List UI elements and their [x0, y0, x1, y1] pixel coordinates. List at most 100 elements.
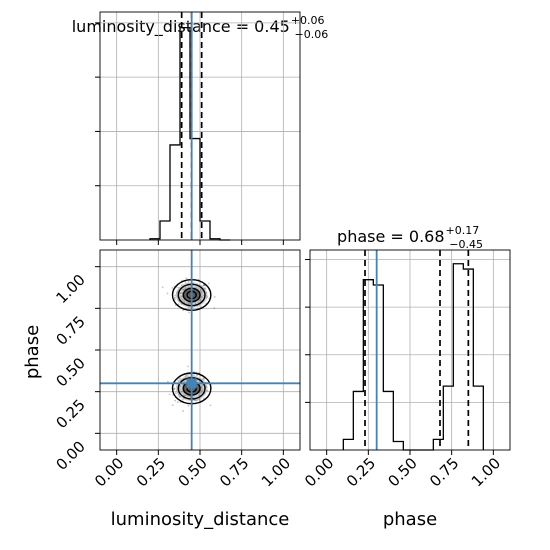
joint-scatter-point [177, 394, 180, 396]
joint-scatter-point [174, 294, 176, 297]
joint-scatter-point [199, 289, 202, 292]
joint-scatter-point [195, 286, 198, 289]
joint-scatter-point [182, 299, 185, 302]
joint-scatter-point [171, 404, 174, 407]
joint-scatter-point [201, 391, 204, 393]
joint-scatter-point [173, 297, 176, 300]
joint-scatter-point [173, 387, 176, 390]
joint-scatter-point [196, 399, 199, 402]
joint-scatter-point [201, 296, 203, 298]
joint-scatter-point [184, 394, 187, 397]
joint-scatter-point [204, 287, 207, 290]
joint-scatter-point [184, 286, 187, 289]
joint-scatter-point [202, 377, 205, 379]
joint-scatter-point [184, 375, 187, 378]
joint-scatter-point [198, 371, 201, 374]
joint-scatter-point [197, 287, 200, 290]
joint-scatter-point [199, 298, 202, 301]
joint-scatter-point [180, 295, 183, 298]
joint-scatter-point [200, 294, 203, 297]
joint-scatter-point [187, 302, 189, 305]
joint-scatter-point [198, 394, 201, 397]
joint-scatter-point [187, 404, 190, 407]
joint-scatter-point [199, 299, 201, 301]
joint-scatter-point [178, 380, 180, 382]
joint-scatter-point [186, 374, 189, 377]
joint-scatter-point [185, 374, 188, 377]
joint-scatter-point [203, 284, 205, 287]
joint-scatter-point [207, 282, 210, 285]
xlabel-phase: phase [383, 509, 437, 530]
joint-scatter-point [184, 287, 187, 290]
joint-scatter-point [206, 389, 208, 392]
joint-scatter-point [181, 390, 184, 393]
joint-scatter-point [182, 288, 185, 291]
joint-scatter-point [183, 288, 186, 291]
joint-scatter-point [200, 390, 202, 393]
joint-scatter-point [194, 399, 197, 401]
joint-scatter-point [200, 292, 203, 295]
joint-scatter-point [206, 295, 209, 298]
joint-scatter-point [177, 303, 180, 306]
joint-scatter-point [182, 410, 184, 412]
joint-scatter-point [179, 292, 182, 295]
joint-scatter-point [180, 303, 183, 305]
title-phase: phase = 0.68+0.17 −0.45 [337, 224, 483, 251]
joint-scatter-point [175, 392, 177, 395]
title-phase-main: phase = 0.68 [337, 227, 444, 246]
joint-scatter-point [201, 384, 204, 387]
joint-scatter-point [187, 306, 190, 309]
joint-scatter-point [179, 292, 182, 295]
joint-scatter-point [188, 395, 191, 398]
joint-scatter-point [168, 393, 171, 396]
xlabel-luminosity-distance: luminosity_distance [111, 509, 290, 530]
title-phase-sub: −0.45 [449, 238, 483, 251]
joint-scatter-point [183, 301, 186, 304]
joint-scatter-point [199, 297, 202, 300]
joint-scatter-point [181, 288, 184, 291]
joint-scatter-point [196, 379, 199, 382]
joint-scatter-point [179, 385, 182, 388]
joint-scatter-point [171, 286, 174, 289]
joint-scatter-point [188, 373, 191, 376]
title-phase-sup: +0.17 [446, 224, 480, 237]
joint-scatter-point [201, 389, 204, 392]
joint-truth-marker [186, 378, 197, 389]
joint-scatter-point [213, 307, 216, 310]
joint-scatter-point [200, 386, 203, 389]
joint-scatter-point [184, 281, 187, 284]
joint-scatter-point [199, 399, 201, 402]
joint-scatter-point [183, 300, 186, 303]
joint-scatter-point [182, 309, 184, 312]
joint-scatter-point [201, 378, 204, 381]
luminosity-distance-histogram-step [149, 26, 230, 241]
joint-scatter-point [180, 292, 183, 294]
joint-scatter-point [188, 302, 191, 305]
joint-scatter-point [199, 391, 202, 394]
joint-scatter-point [178, 396, 181, 399]
joint-scatter-point [181, 299, 184, 301]
joint-scatter-point [177, 286, 180, 289]
joint-scatter-point [187, 280, 190, 283]
joint-scatter-point [205, 296, 208, 299]
joint-scatter-point [201, 290, 204, 293]
joint-scatter-point [201, 285, 203, 288]
joint-scatter-point [213, 295, 216, 298]
joint-scatter-point [178, 388, 181, 390]
joint-scatter-point [195, 374, 198, 377]
joint-scatter-point [180, 390, 183, 393]
joint-scatter-point [196, 301, 199, 304]
joint-scatter-point [174, 399, 177, 402]
joint-scatter-point [185, 301, 188, 304]
joint-scatter-point [200, 386, 203, 389]
joint-scatter-point [184, 394, 187, 396]
joint-scatter-point [202, 284, 205, 286]
joint-scatter-point [188, 311, 190, 314]
joint-scatter-point [161, 286, 164, 289]
joint-scatter-point [195, 399, 197, 402]
joint-scatter-point [176, 292, 179, 295]
joint-scatter-point [166, 292, 169, 295]
joint-scatter-point [197, 393, 200, 396]
